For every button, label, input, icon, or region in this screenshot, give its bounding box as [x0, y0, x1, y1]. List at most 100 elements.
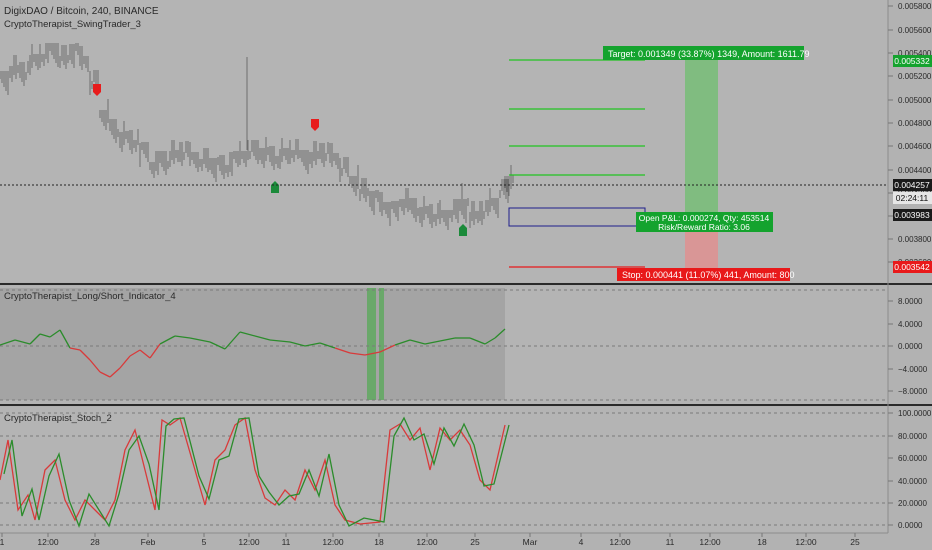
osc-line-segment: [319, 342, 336, 349]
osc-line-segment: [379, 344, 396, 353]
time-axis-label: Mar: [523, 537, 538, 547]
osc-line-segment: [99, 371, 111, 378]
target-zone[interactable]: [685, 60, 718, 215]
pnl-label: Open P&L: 0.000274, Qty: 453514: [639, 213, 770, 223]
time-axis-label: 4: [579, 537, 584, 547]
time-axis-label: 25: [850, 537, 860, 547]
osc-axis-label: −8.0000: [898, 387, 928, 396]
longshort-lines: [0, 328, 506, 378]
price-axis-label: 0.004600: [898, 142, 932, 151]
time-axis-label: 12:00: [795, 537, 817, 547]
time-axis-label: 12:00: [609, 537, 631, 547]
time-axis-label: 18: [374, 537, 384, 547]
price-axis-label: 0.005000: [898, 96, 932, 105]
stoch-axis-label: 0.0000: [898, 521, 923, 530]
main-pane[interactable]: [0, 0, 888, 282]
osc-line-segment: [79, 349, 91, 361]
stoch-pane[interactable]: [0, 407, 888, 533]
osc-line-segment: [39, 333, 51, 338]
osc-line-segment: [49, 329, 61, 338]
osc-long-signal-bar: [367, 288, 376, 400]
indicator-title-stoch[interactable]: CryptoTherapist_Stoch_2: [4, 413, 112, 424]
buy-signal-marker: [459, 224, 467, 236]
signal-markers: [93, 84, 467, 236]
time-axis-label: 12:00: [322, 537, 344, 547]
osc-long-signal-bar: [379, 288, 384, 400]
osc-line-segment: [129, 349, 141, 357]
time-axis-label: 1: [0, 537, 5, 547]
longshort-axis[interactable]: 8.0000 4.0000 0.0000 −4.0000 −8.0000: [888, 297, 928, 396]
time-axis-label: 5: [202, 537, 207, 547]
osc-line-segment: [119, 355, 131, 369]
stop-price-tag-text: 0.003542: [894, 262, 930, 272]
price-axis-label: 0.005200: [898, 72, 932, 81]
current-price-tag-text: 0.004257: [894, 180, 930, 190]
pane-divider[interactable]: [0, 404, 932, 406]
target-label-box[interactable]: [603, 46, 804, 60]
price-axis-label: 0.004800: [898, 119, 932, 128]
time-axis-label: 12:00: [416, 537, 438, 547]
osc-line-segment: [109, 367, 121, 378]
osc-line-segment: [29, 333, 41, 345]
osc-line-segment: [254, 335, 271, 341]
osc-line-segment: [394, 339, 411, 346]
target-price-tag-text: 0.005332: [894, 56, 930, 66]
time-axis-label: 12:00: [238, 537, 260, 547]
osc-line-segment: [69, 347, 81, 351]
sell-signal-marker: [311, 119, 319, 131]
stoch-axis-label: 100.0000: [898, 409, 932, 418]
stop-label-box[interactable]: [617, 268, 790, 281]
countdown-tag-text: 02:24:11: [896, 193, 929, 203]
osc-line-segment: [334, 347, 351, 354]
indicator-title-longshort[interactable]: CryptoTherapist_Long/Short_Indicator_4: [4, 291, 176, 302]
stoch-axis[interactable]: 100.0000 80.0000 60.0000 40.0000 20.0000 0.00…: [888, 409, 932, 530]
osc-line-segment: [174, 335, 191, 339]
osc-axis-label: 4.0000: [898, 320, 923, 329]
countdown-tag: [893, 192, 932, 204]
stop-zone[interactable]: [685, 228, 718, 270]
target-price-tag: [893, 55, 932, 67]
osc-line-segment: [289, 341, 306, 347]
osc-line-segment: [239, 331, 256, 337]
time-axis-label: 11: [666, 537, 675, 547]
osc-axis-label: 0.0000: [898, 342, 923, 351]
pnl-label-box[interactable]: [636, 212, 773, 232]
sell-signal-marker: [93, 84, 101, 96]
buy-signal-marker: [271, 181, 279, 193]
time-axis-label: 18: [757, 537, 767, 547]
osc-line-segment: [484, 337, 496, 345]
time-axis-label: 11: [282, 537, 291, 547]
price-axis-label: 0.005400: [898, 49, 932, 58]
osc-line-segment: [149, 343, 161, 359]
price-axis-label: 0.003800: [898, 235, 932, 244]
osc-axis-label: 8.0000: [898, 297, 923, 306]
entry-price-tag-text: 0.003983: [894, 210, 930, 220]
osc-line-segment: [424, 340, 441, 345]
current-price-tag: [893, 179, 932, 191]
stoch-axis-label: 80.0000: [898, 432, 927, 441]
time-axis-label: 25: [470, 537, 480, 547]
osc-line-segment: [364, 351, 381, 356]
osc-line-segment: [304, 342, 321, 347]
osc-line-segment: [269, 339, 291, 343]
grid: [0, 289, 888, 526]
osc-line-segment: [89, 359, 101, 373]
price-axis-label: 0.005600: [898, 26, 932, 35]
time-axis-bg[interactable]: [0, 533, 932, 550]
osc-line-segment: [0, 339, 16, 346]
symbol-title: DigixDAO / Bitcoin, 240, BINANCE: [4, 6, 159, 17]
osc-line-segment: [14, 339, 31, 345]
stoch-axis-label: 40.0000: [898, 477, 927, 486]
price-axis-label: 0.005800: [898, 2, 932, 11]
indicator-title-main[interactable]: CryptoTherapist_SwingTrader_3: [4, 19, 141, 30]
stoch-axis-label: 60.0000: [898, 454, 927, 463]
price-axis[interactable]: 0.005800 0.005600 0.005400 0.005200 0.005000…: [888, 2, 932, 267]
pane-divider[interactable]: [0, 283, 932, 285]
time-axis-label: 28: [90, 537, 100, 547]
osc-line-segment: [159, 335, 176, 345]
entry-price-tag: [893, 209, 932, 221]
price-axis-label: 0.004400: [898, 166, 932, 175]
time-axis[interactable]: 1 12:00 28 Feb 5 12:00 11 12:00 18 12:00 25 Mar 4 12:…: [0, 533, 860, 547]
